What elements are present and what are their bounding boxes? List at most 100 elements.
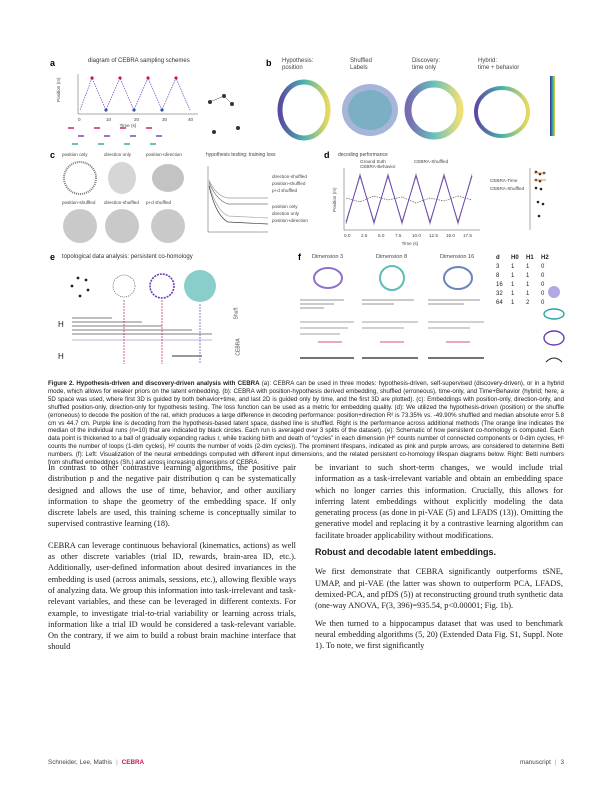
panel-a-title: diagram of CEBRA sampling schemes — [88, 58, 190, 64]
betti-row: 16 1 1 0 — [496, 282, 554, 288]
betti-row: 8 1 1 0 — [496, 273, 554, 279]
panel-b-letter: b — [266, 58, 272, 68]
panel-f-letter: f — [298, 252, 301, 262]
panel-c-label-5: p+d shuffled — [146, 200, 172, 205]
panel-a-ylabel: Position (m) — [56, 77, 61, 102]
panel-f-dim-0: Dimension 3 — [312, 254, 344, 260]
panel-d-tick-6: 15.0 — [446, 233, 455, 238]
betti-cell: 1 — [526, 291, 530, 297]
panel-c-label-0: position only — [62, 152, 88, 157]
page-footer: Schneider, Lee, Mathis | CEBRA manuscript |… — [48, 759, 564, 769]
betti-header: d H0 H1 H2 — [496, 255, 554, 261]
left-paragraph-2: CEBRA can leverage continuous behavioral… — [48, 540, 296, 652]
panel-a-tick-2: 20 — [134, 117, 140, 122]
caption-title: Hypothesis-driven and discovery-driven a… — [76, 380, 260, 387]
betti-cell: 0 — [541, 300, 545, 306]
betti-header-d: d — [496, 255, 500, 261]
betti-cell: 0 — [541, 264, 545, 270]
panel-c-label-1: direction only — [104, 152, 132, 157]
caption-label: Figure 2. — [48, 380, 75, 387]
betti-cell: 1 — [511, 300, 515, 306]
betti-cell: 3 — [496, 264, 500, 270]
footer-label: manuscript — [520, 759, 551, 766]
panel-c-legend-2: p+d shuffled — [272, 188, 298, 193]
betti-cell: 0 — [541, 291, 545, 297]
betti-cell: 16 — [496, 282, 503, 288]
panel-f-dim-1: Dimension 8 — [376, 254, 408, 260]
panel-a-tick-0: 0 — [78, 117, 81, 122]
panel-b-embeddings — [277, 76, 555, 141]
panel-c-label-2: position+direction — [146, 152, 182, 157]
betti-cell: 1 — [511, 264, 515, 270]
section-heading: Robust and decodable latent embeddings. — [315, 547, 497, 558]
figure-2: a diagram of CEBRA sampling schemes — [48, 52, 566, 374]
panel-f-row-0: Shuff. — [233, 306, 240, 320]
panel-d-tick-2: 5.0 — [378, 233, 385, 238]
panel-c-loss-plot: direction-shuffled position-shuffled p+d… — [207, 166, 308, 233]
panel-d-legend-2: CEBRA-Shuffled — [414, 159, 449, 164]
panel-f-embeddings — [300, 265, 484, 359]
betti-row: 32 1 1 0 — [496, 291, 554, 297]
panel-d-tick-3: 7.5 — [395, 233, 402, 238]
panel-c-embeddings — [63, 161, 185, 243]
betti-row: 64 1 2 0 — [496, 300, 554, 306]
panel-e-title: topological data analysis: persistent co… — [62, 254, 193, 260]
panel-e-h1-label: H — [58, 320, 64, 329]
panel-d-bar-label-1: CEBRA-Shuffled — [490, 186, 525, 191]
panel-d-tick-7: 17.5 — [463, 233, 472, 238]
panel-d-bar-label-0: CEBRA-Time — [490, 178, 518, 183]
panel-d-tick-4: 10.0 — [412, 233, 421, 238]
betti-cell: 64 — [496, 300, 503, 306]
page-number: 3 — [560, 759, 564, 766]
panel-c-legend-1: position-shuffled — [272, 181, 306, 186]
panel-d-tick-0: 0.0 — [344, 233, 351, 238]
betti-cell: 0 — [541, 282, 545, 288]
betti-table: d H0 H1 H2 3 1 1 0 8 1 1 0 16 1 1 0 32 1 1 0 64 1 2 0 — [496, 255, 554, 306]
footer-right: manuscript | 3 — [520, 759, 564, 766]
panel-e-h0-label: H — [58, 352, 64, 361]
footer-left: Schneider, Lee, Mathis | CEBRA — [48, 759, 145, 766]
panel-f-dim-2: Dimension 16 — [440, 254, 475, 260]
panel-b-label-0: Hypothesis: position — [282, 58, 314, 71]
betti-cell: 1 — [511, 291, 515, 297]
panel-c-legend-0: direction-shuffled — [272, 174, 307, 179]
betti-cell: 1 — [526, 282, 530, 288]
betti-header-h1: H1 — [526, 255, 534, 261]
panel-c-letter: c — [50, 150, 56, 160]
panel-f-row-1: CEBRA — [235, 338, 242, 356]
panel-d-legend-1: CEBRA-Behavior — [360, 164, 396, 169]
panel-d-tick-5: 12.5 — [429, 233, 438, 238]
betti-cell: 32 — [496, 291, 503, 297]
betti-row: 3 1 1 0 — [496, 264, 554, 270]
caption-text: (a): CEBRA can be used in three modes: h… — [48, 380, 564, 467]
betti-rows: 3 1 1 0 8 1 1 0 16 1 1 0 32 1 1 0 64 1 2 0 — [496, 264, 554, 306]
panel-a-tick-3: 30 — [162, 117, 168, 122]
panel-d-title: decoding performance — [338, 152, 388, 158]
panel-c-legend-5: position+direction — [272, 218, 308, 223]
panel-d-legend-0: Ground truth — [360, 159, 386, 164]
panel-f-rings — [543, 286, 565, 363]
panel-a-letter: a — [50, 58, 56, 68]
betti-cell: 1 — [511, 282, 515, 288]
right-paragraph-3: We then turned to a hippocampus dataset … — [315, 618, 563, 651]
panel-d-ylabel: Position (m) — [332, 187, 337, 212]
right-paragraph-1: be invariant to such short-term changes,… — [315, 463, 563, 540]
panel-d-tick-1: 2.5 — [361, 233, 368, 238]
left-paragraph-1: In contrast to other contrastive learnin… — [48, 463, 296, 529]
panel-a-tick-4: 40 — [188, 117, 194, 122]
figure-caption: Figure 2. Hypothesis-driven and discover… — [48, 380, 564, 467]
betti-cell: 0 — [541, 273, 545, 279]
betti-header-h0: H0 — [511, 255, 519, 261]
panel-c-loss-title: hypothesis testing: training loss — [206, 152, 276, 158]
betti-cell: 1 — [511, 273, 515, 279]
panel-d-letter: d — [324, 150, 330, 160]
betti-cell: 1 — [526, 273, 530, 279]
panel-c-legend-3: position only — [272, 204, 298, 209]
panel-c-label-4: direction-shuffled — [104, 200, 139, 205]
panel-a-diagram: 0 10 20 30 40 Time (s) Position (m) — [56, 74, 240, 145]
footer-brand[interactable]: CEBRA — [121, 759, 145, 766]
betti-cell: 1 — [526, 264, 530, 270]
right-paragraph-2: We first demonstrate that CEBRA signific… — [315, 567, 563, 611]
panel-c-legend-4: direction only — [272, 211, 300, 216]
